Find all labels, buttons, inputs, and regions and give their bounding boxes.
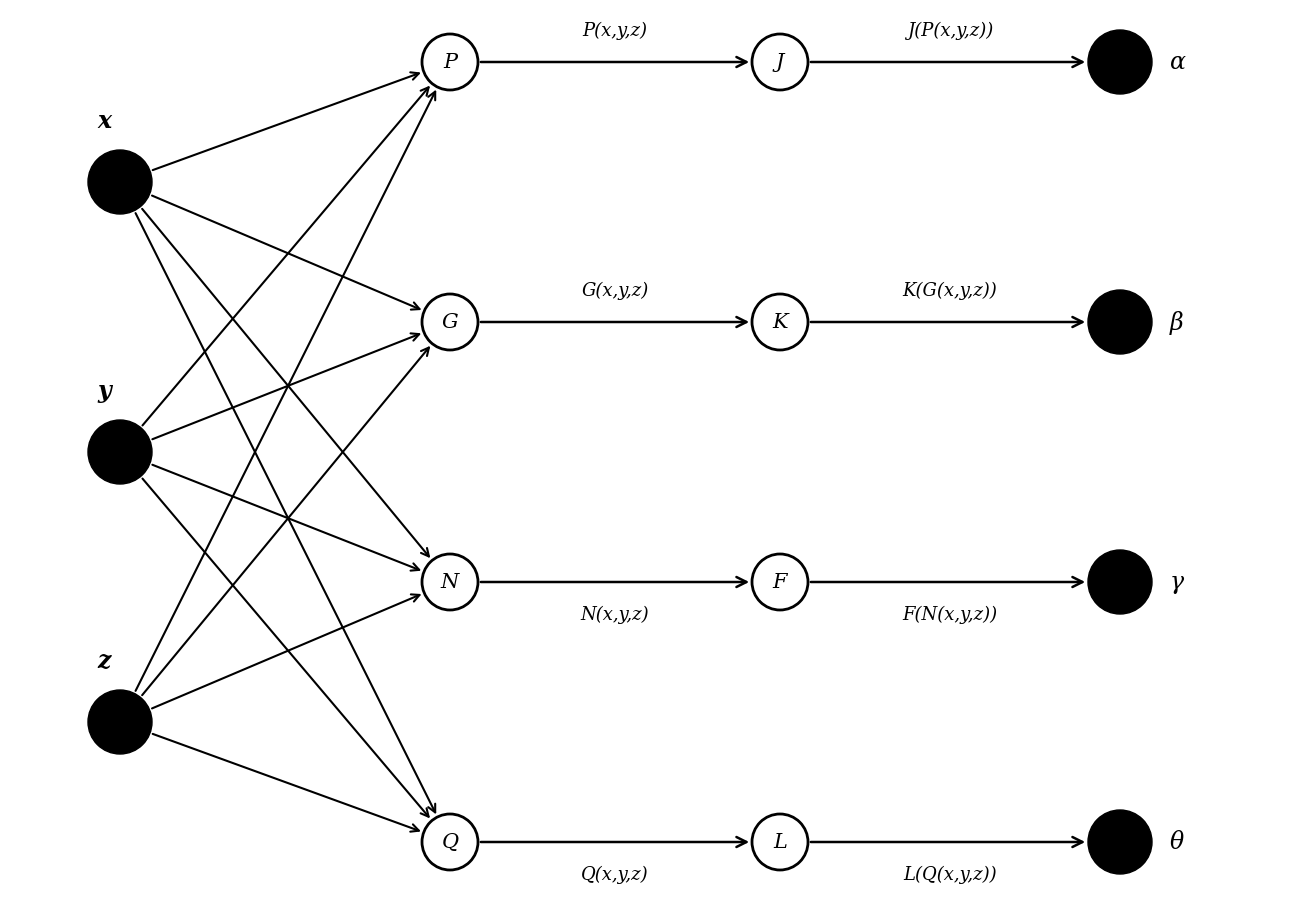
Text: P(x,y,z): P(x,y,z) (582, 22, 647, 40)
Text: F: F (773, 573, 787, 592)
Ellipse shape (1089, 550, 1152, 614)
Text: Q: Q (442, 833, 459, 851)
Text: Q(x,y,z): Q(x,y,z) (581, 865, 648, 883)
Ellipse shape (1089, 31, 1152, 95)
Ellipse shape (1089, 290, 1152, 354)
Ellipse shape (88, 151, 152, 215)
Text: K(G(x,y,z)): K(G(x,y,z)) (903, 281, 998, 299)
Text: L(Q(x,y,z)): L(Q(x,y,z)) (903, 865, 996, 883)
Text: J: J (776, 53, 785, 72)
Text: F(N(x,y,z)): F(N(x,y,z)) (903, 605, 998, 623)
Text: G(x,y,z): G(x,y,z) (582, 281, 648, 299)
Text: y: y (97, 379, 110, 402)
Text: α: α (1170, 51, 1186, 75)
Ellipse shape (752, 35, 808, 91)
Ellipse shape (752, 555, 808, 611)
Text: J(P(x,y,z)): J(P(x,y,z)) (907, 22, 994, 40)
Ellipse shape (752, 295, 808, 351)
Ellipse shape (1089, 810, 1152, 874)
Text: L: L (773, 833, 787, 851)
Ellipse shape (88, 690, 152, 754)
Text: x: x (97, 109, 110, 133)
Ellipse shape (422, 815, 478, 870)
Ellipse shape (88, 420, 152, 484)
Text: γ: γ (1170, 571, 1185, 594)
Text: β: β (1170, 310, 1183, 335)
Ellipse shape (752, 815, 808, 870)
Ellipse shape (422, 295, 478, 351)
Text: P: P (443, 53, 457, 72)
Text: θ: θ (1170, 831, 1185, 853)
Text: N: N (440, 573, 459, 592)
Text: G: G (442, 313, 459, 332)
Ellipse shape (422, 35, 478, 91)
Text: K: K (772, 313, 787, 332)
Ellipse shape (422, 555, 478, 611)
Text: z: z (97, 649, 110, 672)
Text: N(x,y,z): N(x,y,z) (581, 605, 650, 623)
